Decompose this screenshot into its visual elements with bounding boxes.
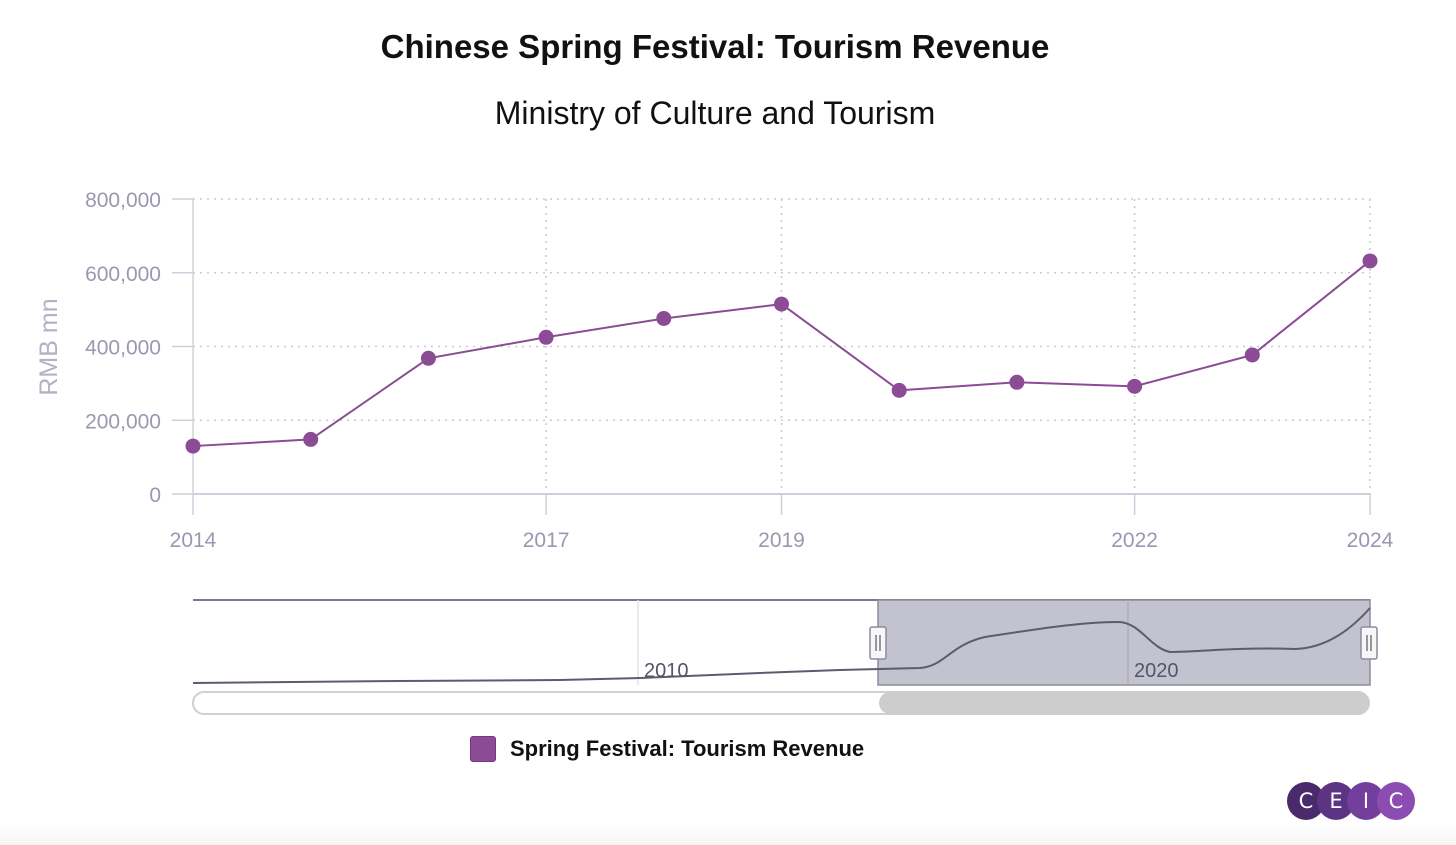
x-tick-label: 2022: [1111, 529, 1158, 552]
navigator-scrollbar[interactable]: [192, 691, 1370, 715]
grid: [172, 198, 1371, 515]
y-tick-label: 600,000: [85, 263, 161, 286]
logo-letter: C: [1287, 782, 1325, 820]
x-tick-label: 2019: [758, 529, 805, 552]
logo-letter: C: [1377, 782, 1415, 820]
series-spring-festival: [185, 253, 1378, 454]
navigator-right-handle[interactable]: [1360, 626, 1378, 660]
data-point[interactable]: [185, 438, 201, 454]
navigator-series-line: [192, 607, 1371, 684]
data-point[interactable]: [538, 329, 554, 345]
navigator-left-handle[interactable]: [869, 626, 887, 660]
x-tick-label: 2014: [170, 529, 217, 552]
data-point[interactable]: [774, 296, 789, 312]
x-tick-label: 2024: [1347, 529, 1394, 552]
data-point[interactable]: [420, 350, 436, 366]
data-point[interactable]: [1244, 347, 1260, 363]
scrollbar-thumb[interactable]: [879, 692, 1369, 714]
bottom-shade: [0, 825, 1456, 845]
data-point[interactable]: [303, 431, 319, 447]
y-tick-label: 400,000: [85, 337, 161, 360]
y-tick-labels: 0 200,000 400,000 600,000 800,000: [85, 189, 161, 507]
legend-label: Spring Festival: Tourism Revenue: [510, 736, 865, 761]
x-tick-label: 2017: [523, 529, 570, 552]
data-point[interactable]: [891, 382, 907, 398]
legend-swatch: [470, 736, 496, 762]
chart-title: Chinese Spring Festival: Tourism Revenue: [380, 28, 1050, 65]
y-tick-label: 800,000: [85, 189, 161, 212]
data-point[interactable]: [656, 310, 672, 326]
y-axis-label: RMB mn: [35, 298, 63, 395]
navigator-selected-range[interactable]: [877, 599, 1371, 686]
navigator-label-2010: 2010: [644, 660, 689, 682]
y-tick-label: 200,000: [85, 410, 161, 433]
y-tick-label: 0: [149, 484, 161, 507]
navigator-label-2020: 2020: [1134, 660, 1179, 682]
legend[interactable]: Spring Festival: Tourism Revenue: [470, 736, 864, 762]
data-point[interactable]: [1009, 374, 1025, 390]
x-tick-labels: 2014 2017 2019 2022 2024: [170, 529, 1394, 552]
data-point[interactable]: [1362, 253, 1378, 269]
chart-subtitle: Ministry of Culture and Tourism: [494, 95, 936, 131]
data-point[interactable]: [1127, 378, 1143, 394]
navigator[interactable]: 2010 2020: [192, 599, 1378, 686]
